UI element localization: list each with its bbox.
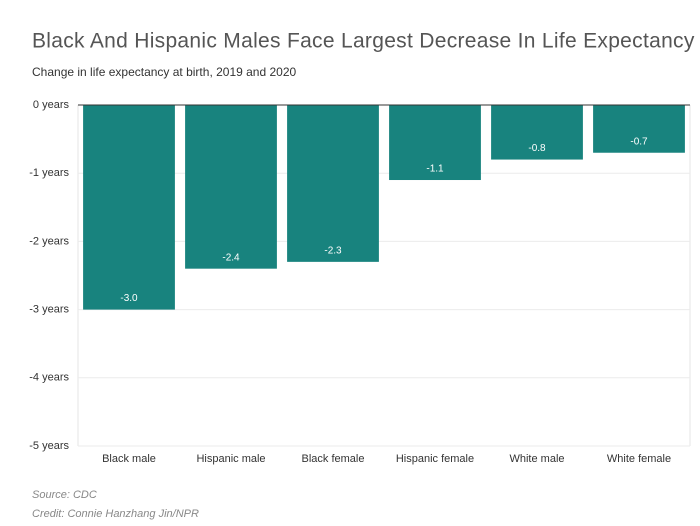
bar (491, 105, 583, 160)
x-tick-label: White male (509, 453, 564, 465)
value-label: -3.0 (120, 293, 138, 304)
x-tick-label: Black male (102, 453, 156, 465)
value-label: -1.1 (426, 164, 444, 175)
x-tick-label: Hispanic male (196, 453, 265, 465)
x-tick-label: Black female (302, 453, 365, 465)
bar (287, 105, 379, 262)
value-label: -0.8 (528, 143, 546, 154)
credit: Credit: Connie Hanzhang Jin/NPR (32, 508, 199, 520)
y-tick-label: -4 years (29, 372, 69, 384)
source: Source: CDC (32, 489, 97, 501)
bar (389, 105, 481, 181)
y-tick-label: -1 years (29, 167, 69, 179)
y-tick-label: 0 years (33, 99, 70, 111)
value-label: -2.3 (324, 246, 342, 257)
value-label: -2.4 (222, 252, 240, 263)
bar (593, 105, 685, 153)
bar (83, 105, 175, 310)
y-tick-label: -5 years (29, 440, 69, 452)
x-tick-label: White female (607, 453, 671, 465)
chart-title: Black And Hispanic Males Face Largest De… (32, 30, 695, 53)
value-label: -0.7 (630, 136, 648, 147)
x-tick-label: Hispanic female (396, 453, 474, 465)
chart-subtitle: Change in life expectancy at birth, 2019… (32, 65, 297, 79)
bar (185, 105, 277, 269)
y-tick-label: -2 years (29, 235, 69, 247)
y-tick-label: -3 years (29, 304, 69, 316)
